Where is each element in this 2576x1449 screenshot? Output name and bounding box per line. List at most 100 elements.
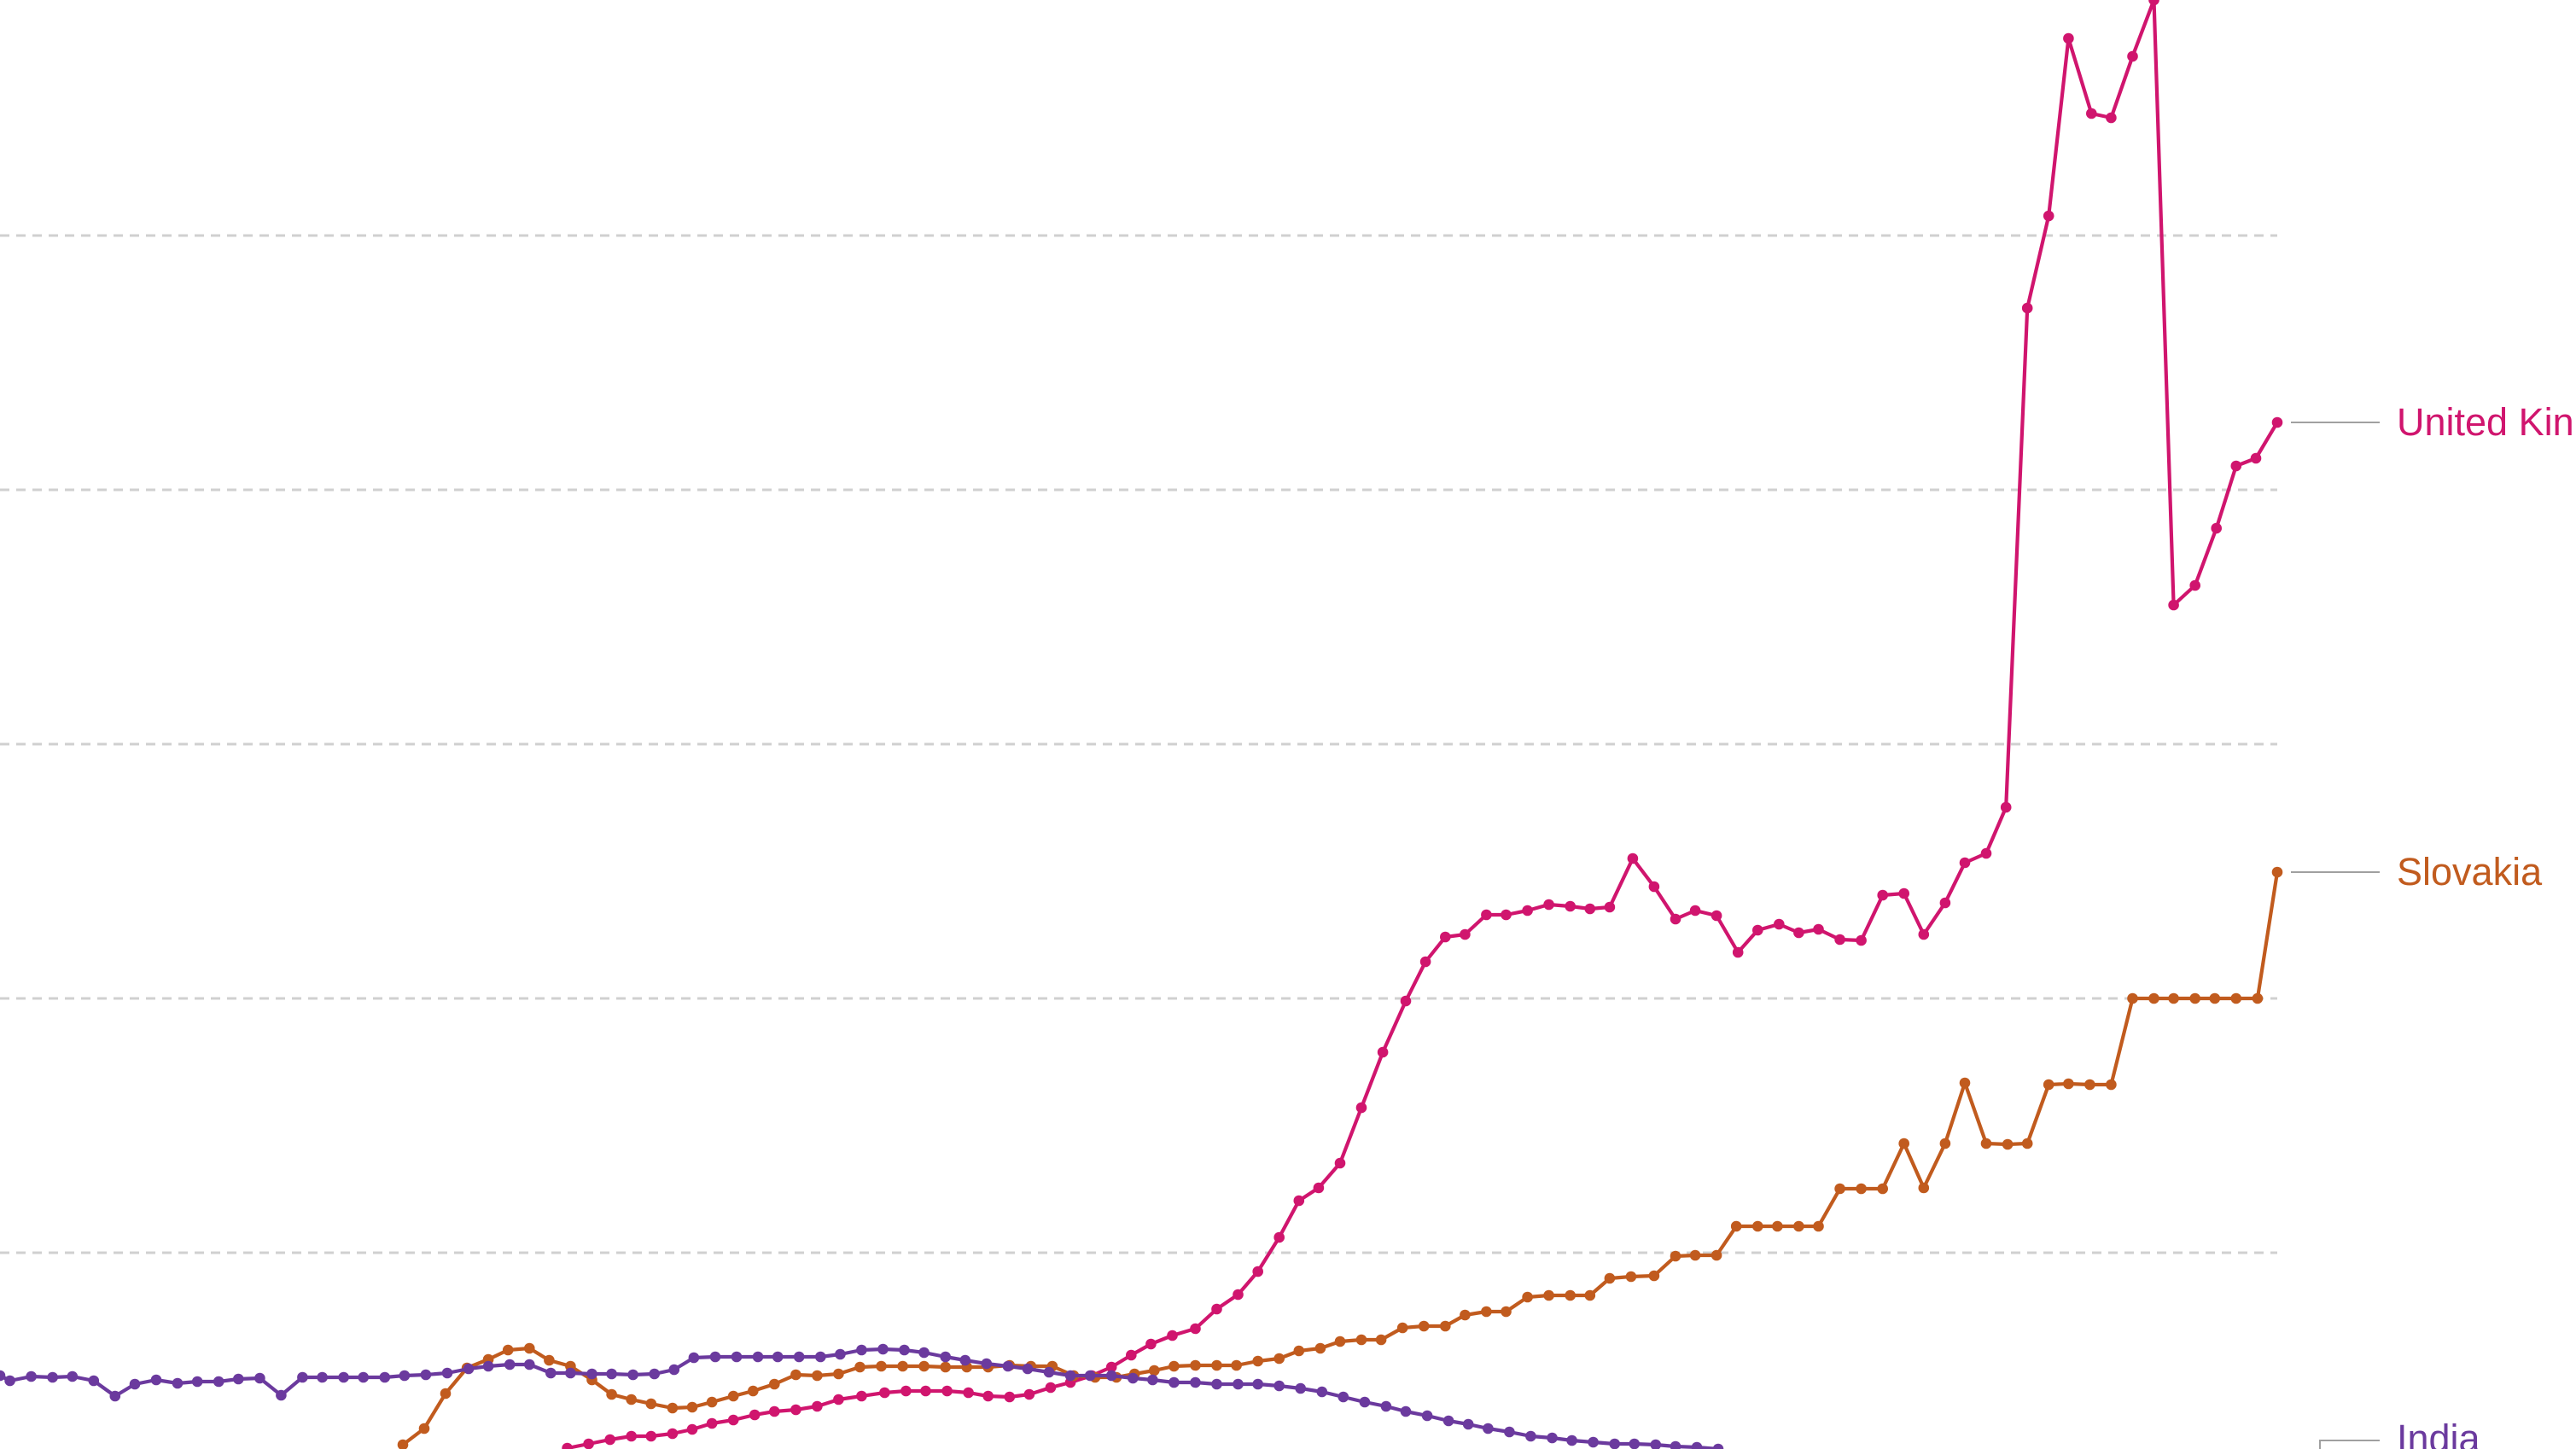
data-point[interactable] [1918,928,1930,940]
data-point[interactable] [1793,1220,1804,1232]
data-point[interactable] [1419,956,1431,968]
data-point[interactable] [1211,1378,1222,1390]
data-point[interactable] [812,1370,823,1382]
data-point[interactable] [667,1428,679,1440]
data-point[interactable] [67,1370,79,1382]
data-point[interactable] [1648,1270,1660,1282]
data-point[interactable] [2000,801,2012,813]
data-point[interactable] [1547,1432,1558,1444]
data-point[interactable] [2063,1078,2074,1090]
data-point[interactable] [1002,1360,1014,1372]
data-point[interactable] [2271,416,2283,428]
data-point[interactable] [379,1371,391,1383]
data-point[interactable] [1648,881,1660,893]
data-point[interactable] [1190,1323,1201,1335]
data-point[interactable] [879,1387,890,1399]
data-point[interactable] [2002,1138,2014,1150]
data-point[interactable] [1316,1386,1328,1398]
data-point[interactable] [1481,1306,1492,1318]
data-point[interactable] [1629,1438,1641,1449]
data-point[interactable] [1105,1370,1117,1382]
data-point[interactable] [1712,1443,1724,1449]
data-point[interactable] [1004,1391,1016,1403]
data-point[interactable] [1418,1320,1430,1332]
data-point[interactable] [727,1390,739,1402]
data-point[interactable] [856,1344,867,1356]
data-point[interactable] [1481,909,1492,921]
data-point[interactable] [4,1375,15,1387]
data-point[interactable] [565,1367,576,1379]
data-point[interactable] [254,1372,265,1384]
data-point[interactable] [1877,1183,1888,1195]
data-point[interactable] [812,1400,823,1412]
data-point[interactable] [627,1369,638,1381]
data-point[interactable] [1359,1396,1371,1408]
data-point[interactable] [1252,1378,1263,1390]
data-point[interactable] [963,1387,974,1399]
data-point[interactable] [2084,1079,2095,1091]
data-point[interactable] [1813,1220,1824,1232]
data-point[interactable] [1689,905,1701,917]
data-point[interactable] [1273,1231,1285,1243]
data-point[interactable] [1252,1355,1263,1367]
data-point[interactable] [463,1363,475,1375]
data-point[interactable] [1752,924,1763,936]
data-point[interactable] [1691,1441,1703,1449]
data-point[interactable] [1522,905,1533,917]
data-point[interactable] [2252,992,2264,1004]
data-point[interactable] [1980,1138,1992,1149]
data-point[interactable] [2021,1138,2033,1149]
data-point[interactable] [1980,847,1992,859]
data-point[interactable] [1355,1102,1367,1114]
data-point[interactable] [645,1398,657,1410]
data-point[interactable] [1377,1046,1389,1058]
data-point[interactable] [1462,1418,1474,1430]
data-point[interactable] [1650,1439,1662,1449]
data-point[interactable] [524,1359,535,1370]
data-point[interactable] [1584,903,1596,915]
data-point[interactable] [793,1351,805,1363]
data-point[interactable] [1460,928,1471,940]
data-point[interactable] [358,1371,370,1383]
data-point[interactable] [2127,992,2138,1004]
data-point[interactable] [1421,1410,1433,1422]
data-point[interactable] [583,1438,594,1449]
data-point[interactable] [1604,901,1616,913]
data-point[interactable] [191,1376,203,1388]
data-point[interactable] [2043,210,2054,222]
data-point[interactable] [877,1343,889,1355]
data-point[interactable] [1813,923,1824,935]
data-point[interactable] [1939,897,1951,909]
data-point[interactable] [1483,1423,1494,1434]
data-point[interactable] [1084,1370,1096,1382]
data-point[interactable] [854,1361,865,1373]
data-point[interactable] [1460,1309,1471,1321]
data-point[interactable] [1022,1363,1034,1375]
data-point[interactable] [833,1394,844,1405]
data-point[interactable] [876,1360,887,1372]
data-point[interactable] [213,1376,224,1388]
data-point[interactable] [504,1359,516,1370]
data-point[interactable] [1566,1434,1577,1446]
data-point[interactable] [88,1375,100,1387]
data-point[interactable] [940,1351,951,1363]
data-point[interactable] [2250,452,2262,464]
data-point[interactable] [1149,1365,1160,1376]
data-point[interactable] [626,1430,637,1442]
data-point[interactable] [1670,1440,1681,1449]
data-point[interactable] [1856,934,1867,946]
data-point[interactable] [2148,992,2159,1004]
data-point[interactable] [0,1370,6,1382]
data-point[interactable] [502,1344,514,1356]
data-point[interactable] [544,1354,555,1366]
data-point[interactable] [2168,992,2179,1004]
data-point[interactable] [2230,460,2242,472]
data-point[interactable] [338,1371,349,1383]
data-point[interactable] [1231,1359,1242,1371]
data-point[interactable] [172,1377,184,1389]
data-point[interactable] [1442,1415,1454,1427]
data-point[interactable] [1856,1183,1867,1195]
data-point[interactable] [1128,1372,1139,1384]
data-point[interactable] [586,1368,597,1380]
data-point[interactable] [1273,1380,1285,1392]
